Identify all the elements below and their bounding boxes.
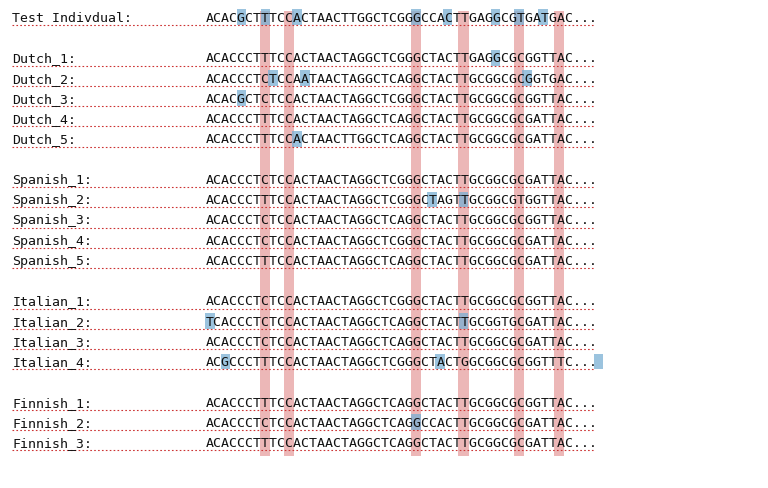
Text: Dutch_2:: Dutch_2:	[12, 73, 76, 86]
Text: Finnish_1:: Finnish_1:	[12, 397, 92, 410]
Bar	[458, 313, 468, 329]
Bar	[458, 192, 468, 207]
Text: Spanish_3:: Spanish_3:	[12, 215, 92, 227]
Text: Italian_1:: Italian_1:	[12, 296, 92, 308]
Text: ACACCCTCTCCACTAACTAGGCTCAGGCTACTTGCGGCGCGGTTAC...: ACACCCTCTCCACTAACTAGGCTCAGGCTACTTGCGGCGC…	[206, 215, 598, 227]
Text: ACGCCCTTTCCACTAACTAGGCTCGGGCTACTGGCGGCGCGGTTTC...: ACGCCCTTTCCACTAACTAGGCTCGGGCTACTGGCGGCGC…	[206, 356, 598, 369]
Text: ACACCCTTTCCACTAACTAGGCTCAGGCTACTTGCGGCGCGGTTAC...: ACACCCTTTCCACTAACTAGGCTCAGGCTACTTGCGGCGC…	[206, 397, 598, 410]
Text: ACACCCTCTCCACTAACTAGGCTCGGGCTACTTGCGGCGCGATTAC...: ACACCCTCTCCACTAACTAGGCTCGGGCTACTTGCGGCGC…	[206, 235, 598, 248]
Text: TCACCCTCTCCACTAACTAGGCTCAGGCTACTTGCGGTGCGATTAC...: TCACCCTCTCCACTAACTAGGCTCAGGCTACTTGCGGTGC…	[206, 316, 598, 329]
Text: Italian_2:: Italian_2:	[12, 316, 92, 329]
Bar	[260, 9, 270, 25]
Bar	[300, 70, 310, 86]
Text: ACACCCTCTCCACTAACTAGGCTCGGGCTACTTGCGGCGCGGTTAC...: ACACCCTCTCCACTAACTAGGCTCGGGCTACTTGCGGCGC…	[206, 296, 598, 308]
Text: Spanish_2:: Spanish_2:	[12, 194, 92, 207]
Bar	[458, 11, 468, 456]
Bar	[491, 50, 500, 65]
Text: ACACGCTTTCCACTAACTTGGCTCGGGCCACTTGAGGCGTGATGAC...: ACACGCTTTCCACTAACTTGGCTCGGGCCACTTGAGGCGT…	[206, 12, 598, 25]
Bar	[514, 11, 525, 456]
Bar	[237, 90, 247, 106]
Bar	[427, 192, 436, 207]
Bar	[269, 70, 278, 86]
Bar	[284, 11, 294, 456]
Text: Dutch_4:: Dutch_4:	[12, 113, 76, 126]
Text: Dutch_5:: Dutch_5:	[12, 134, 76, 146]
Bar	[554, 11, 564, 456]
Bar	[515, 9, 524, 25]
Bar	[411, 414, 421, 430]
Text: Spanish_4:: Spanish_4:	[12, 235, 92, 248]
Bar	[237, 9, 247, 25]
Bar	[435, 354, 445, 369]
Text: Dutch_1:: Dutch_1:	[12, 53, 76, 65]
Bar	[260, 11, 270, 456]
Bar	[221, 354, 230, 369]
Text: ACACCCTTTCCACTAACTAGGCTCGGGCTACTTGAGGCGCGGTTAC...: ACACCCTTTCCACTAACTAGGCTCGGGCTACTTGAGGCGC…	[206, 53, 598, 65]
Text: Dutch_3:: Dutch_3:	[12, 93, 76, 106]
Bar	[491, 9, 500, 25]
Text: ACACCCTCTCCAATAACTAGGCTCAGGCTACTTGCGGCGCGGTGAC...: ACACCCTCTCCAATAACTAGGCTCAGGCTACTTGCGGCGC…	[206, 73, 598, 86]
Bar	[411, 11, 421, 456]
Bar	[293, 131, 302, 146]
Text: ACACCCTTTCCACTAACTAGGCTCAGGCTACTTGCGGCGCGATTAC...: ACACCCTTTCCACTAACTAGGCTCAGGCTACTTGCGGCGC…	[206, 113, 598, 126]
Bar	[205, 313, 214, 329]
Text: ACACCCTTTCCACTAACTAGGCTCGGGCTAGTTGCGGCGTGGTTAC...: ACACCCTTTCCACTAACTAGGCTCGGGCTAGTTGCGGCGT…	[206, 194, 598, 207]
Bar	[522, 70, 531, 86]
Text: Spanish_1:: Spanish_1:	[12, 174, 92, 187]
Text: Test Indivdual:: Test Indivdual:	[12, 12, 132, 25]
Text: ACACGCTCTCCACTAACTAGGCTCGGGCTACTTGCGGCGCGGTTAC...: ACACGCTCTCCACTAACTAGGCTCGGGCTACTTGCGGCGC…	[206, 93, 598, 106]
Text: ACACCCTCTCCACTAACTAGGCTCAGGCTACTTGCGGCGCGATTAC...: ACACCCTCTCCACTAACTAGGCTCAGGCTACTTGCGGCGC…	[206, 336, 598, 349]
Text: Finnish_3:: Finnish_3:	[12, 437, 92, 450]
Bar	[594, 354, 603, 369]
Text: Italian_4:: Italian_4:	[12, 356, 92, 369]
Bar	[293, 9, 302, 25]
Bar	[443, 9, 452, 25]
Text: ACACCCTTTCCACTAACTAGGCTCAGGCTACTTGCGGCGCGATTAC...: ACACCCTTTCCACTAACTAGGCTCAGGCTACTTGCGGCGC…	[206, 437, 598, 450]
Text: Spanish_5:: Spanish_5:	[12, 255, 92, 268]
Text: Finnish_2:: Finnish_2:	[12, 417, 92, 430]
Bar	[538, 9, 548, 25]
Text: ACACCCTCTCCACTAACTAGGCTCGGGCTACTTGCGGCGCGATTAC...: ACACCCTCTCCACTAACTAGGCTCGGGCTACTTGCGGCGC…	[206, 174, 598, 187]
Text: ACACCCTTTCCACTAACTAGGCTCAGGCTACTTGCGGCGCGATTAC...: ACACCCTTTCCACTAACTAGGCTCAGGCTACTTGCGGCGC…	[206, 255, 598, 268]
Text: Italian_3:: Italian_3:	[12, 336, 92, 349]
Bar	[411, 9, 421, 25]
Text: ACACCCTTTCCACTAACTTGGCTCAGGCTACTTGCGGCGCGATTAC...: ACACCCTTTCCACTAACTTGGCTCAGGCTACTTGCGGCGC…	[206, 134, 598, 146]
Text: ACACCCTCTCCACTAACTAGGCTCAGGCCACTTGCGGCGCGATTAC...: ACACCCTCTCCACTAACTAGGCTCAGGCCACTTGCGGCGC…	[206, 417, 598, 430]
